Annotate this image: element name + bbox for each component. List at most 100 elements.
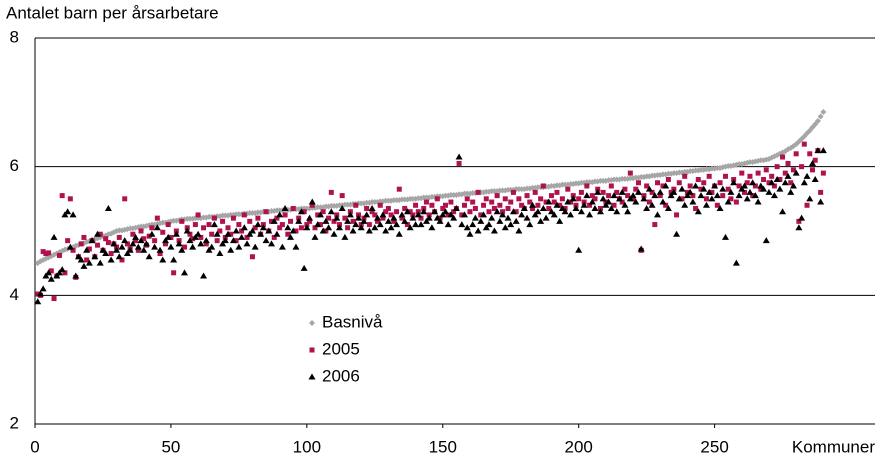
point — [317, 222, 323, 228]
point — [592, 196, 598, 202]
point — [575, 246, 583, 253]
point — [716, 204, 724, 211]
point — [621, 201, 629, 208]
point — [402, 205, 408, 211]
point — [425, 214, 433, 221]
point — [236, 222, 242, 228]
point — [478, 212, 484, 218]
point — [586, 211, 594, 218]
point — [529, 205, 535, 211]
point — [45, 269, 53, 276]
point — [244, 234, 250, 240]
point — [284, 224, 292, 231]
legend-marker — [308, 373, 316, 380]
point — [282, 212, 288, 218]
point — [160, 229, 166, 235]
point — [152, 238, 158, 244]
point — [45, 254, 52, 261]
point — [489, 199, 495, 205]
point — [796, 218, 802, 224]
point — [760, 185, 768, 192]
point — [269, 218, 275, 224]
point — [499, 211, 507, 218]
point — [751, 192, 759, 199]
point — [700, 185, 708, 192]
point — [372, 212, 378, 218]
point — [702, 201, 710, 208]
point — [445, 212, 451, 218]
point — [200, 272, 208, 279]
point — [755, 170, 761, 176]
point — [789, 182, 797, 189]
point — [545, 198, 553, 205]
point — [720, 193, 726, 199]
point — [36, 290, 44, 297]
point — [34, 298, 42, 305]
point — [433, 214, 441, 221]
point — [398, 211, 406, 218]
point — [648, 201, 656, 208]
point — [48, 268, 54, 274]
point — [550, 211, 558, 218]
point — [314, 221, 322, 228]
point — [108, 251, 114, 257]
point — [645, 185, 653, 192]
point — [328, 189, 334, 195]
point — [637, 245, 645, 252]
point — [588, 198, 596, 205]
point — [220, 218, 226, 224]
point — [399, 215, 405, 221]
point — [81, 234, 87, 240]
point — [725, 186, 731, 192]
point — [171, 270, 177, 276]
point — [374, 214, 382, 221]
point — [535, 202, 541, 208]
point — [752, 183, 758, 189]
point — [103, 236, 109, 242]
point — [689, 198, 697, 205]
point — [123, 250, 131, 257]
point — [221, 237, 229, 244]
point — [474, 227, 482, 234]
legend-marker — [309, 347, 315, 353]
point — [462, 202, 468, 208]
point — [519, 202, 525, 208]
point — [644, 183, 650, 189]
point — [681, 201, 689, 208]
point — [122, 196, 128, 202]
point — [795, 224, 803, 231]
point — [333, 214, 341, 221]
point — [765, 188, 773, 195]
point — [124, 241, 130, 247]
point — [297, 208, 305, 215]
point — [325, 224, 333, 231]
point — [486, 209, 492, 215]
point — [456, 160, 462, 166]
point — [341, 233, 349, 240]
point — [42, 272, 50, 279]
point — [721, 233, 729, 240]
point — [431, 208, 439, 215]
point — [51, 296, 57, 302]
x-tick-label: 50 — [161, 437, 180, 456]
point — [542, 214, 550, 221]
point — [170, 256, 178, 263]
point — [194, 230, 202, 237]
point — [217, 228, 223, 234]
point — [580, 201, 588, 208]
point — [162, 241, 168, 247]
point — [722, 173, 728, 179]
point — [219, 240, 227, 247]
point — [319, 227, 327, 234]
point — [412, 221, 420, 228]
point — [148, 230, 156, 237]
point — [406, 224, 414, 231]
point — [293, 228, 299, 234]
point — [559, 196, 565, 202]
point — [175, 240, 183, 247]
point — [750, 193, 756, 199]
point — [512, 217, 520, 224]
point — [47, 275, 55, 282]
point — [587, 202, 593, 208]
